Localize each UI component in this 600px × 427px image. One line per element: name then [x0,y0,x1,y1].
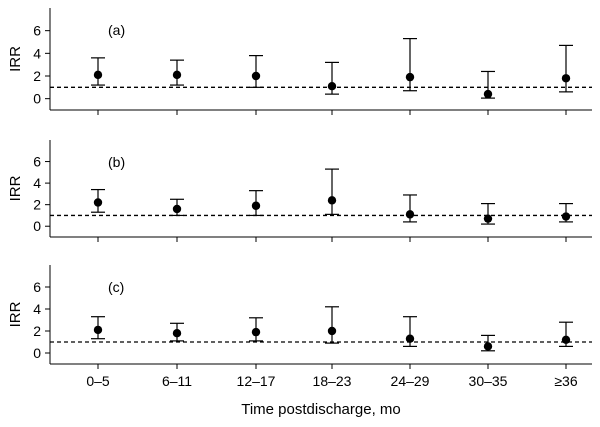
data-point [93,325,103,335]
x-tick-label: 24–29 [391,373,430,389]
panel-label: (a) [108,22,125,38]
data-point [483,214,493,223]
data-point [483,89,493,99]
y-tick-label: 0 [33,91,41,107]
panel-3: 0 2 4 6 IRR (c) [7,265,592,369]
y-tick-label: 2 [33,323,41,339]
y-tick-label: 6 [33,279,41,295]
data-point [561,74,571,83]
data-point [405,72,415,82]
y-tick-label: 4 [33,45,41,61]
data-point [251,201,261,210]
y-axis-title: IRR [7,46,24,72]
y-axis-title: IRR [7,301,24,327]
data-point [483,342,493,351]
x-tick-label: 0–5 [86,373,110,389]
y-tick-label: 6 [33,23,41,39]
x-axis-title: Time postdischarge, mo [241,401,401,418]
data-point [172,329,182,338]
y-tick-label: 2 [33,197,41,213]
panel-2: 0 2 4 6 IRR (b) [7,140,592,242]
data-point [405,210,415,219]
data-point [405,334,415,343]
data-point [172,204,182,214]
y-tick-label: 2 [33,68,41,84]
data-point [327,196,337,205]
data-point [327,82,337,91]
data-point [172,70,182,80]
y-tick-label: 6 [33,154,41,170]
y-tick-label: 4 [33,175,41,191]
panel-1: 0 2 4 6 IRR (a) [7,8,592,115]
data-point [561,335,571,344]
y-tick-label: 0 [33,345,41,361]
data-point [561,212,571,221]
data-point [93,198,103,207]
panel-label: (b) [108,154,125,170]
x-tick-label: ≥36 [554,373,577,389]
x-tick-label: 18–23 [313,373,352,389]
data-point [251,71,261,81]
data-point [327,326,337,336]
x-tick-label: 6–11 [162,373,192,389]
x-tick-label: 30–35 [469,373,508,389]
panel-label: (c) [108,279,124,295]
x-tick-label: 12–17 [237,373,276,389]
y-tick-label: 0 [33,218,41,234]
data-point [251,327,261,337]
data-point [93,70,103,80]
y-axis-title: IRR [7,175,24,201]
y-tick-label: 4 [33,301,41,317]
